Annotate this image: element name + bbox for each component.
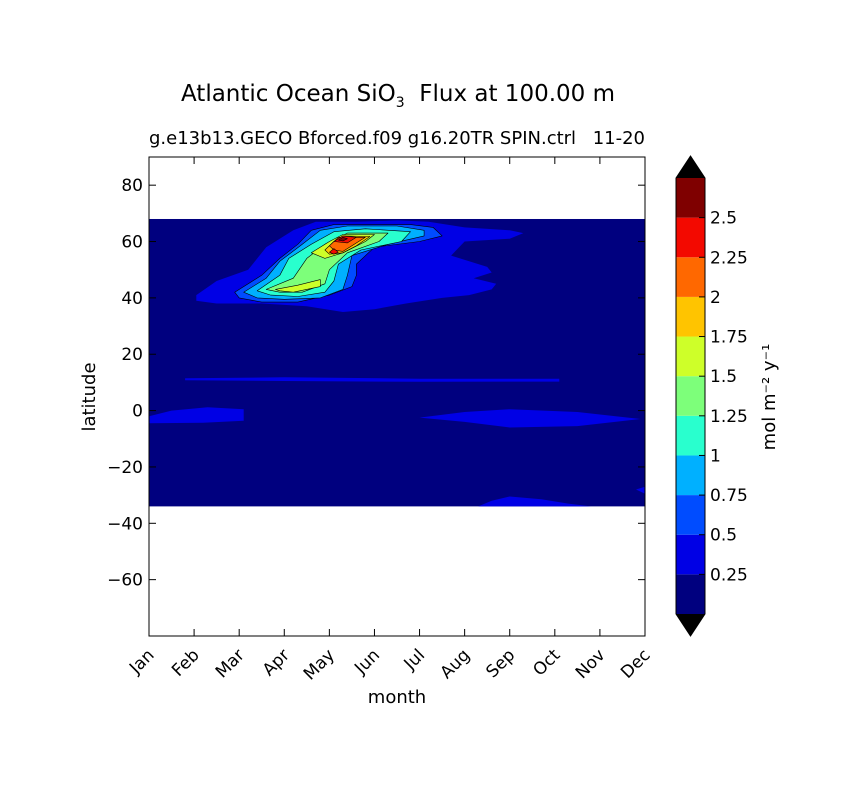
colorbar-frame bbox=[675, 155, 706, 637]
colorbar-tick-label: 1 bbox=[710, 446, 721, 466]
y-tick-label: −40 bbox=[107, 514, 143, 534]
colorbar-tick-label: 2.25 bbox=[710, 248, 748, 268]
colorbar-segment bbox=[676, 415, 705, 456]
x-tick-label: Jan bbox=[125, 645, 158, 678]
colorbar-segment bbox=[676, 495, 705, 535]
x-tick-label: Jun bbox=[350, 645, 384, 679]
x-tick-label: Aug bbox=[437, 645, 475, 683]
colorbar-segment bbox=[676, 257, 705, 297]
colorbar-tick-label: 1.25 bbox=[710, 407, 748, 427]
x-axis-label: month bbox=[368, 687, 426, 708]
y-tick-label: 60 bbox=[121, 233, 143, 253]
colorbar-tick-label: 0.5 bbox=[710, 526, 737, 546]
contour-equatorial-west bbox=[149, 407, 244, 424]
x-tick-label: Oct bbox=[529, 645, 564, 680]
x-tick-label: Nov bbox=[572, 645, 610, 683]
y-tick-label: 40 bbox=[121, 289, 143, 309]
contour-southeast-edge bbox=[636, 486, 645, 494]
chart-subtitle-right: 11-20 bbox=[593, 128, 645, 149]
x-tick-label: Mar bbox=[212, 645, 249, 682]
colorbar-tick-label: 2.5 bbox=[710, 209, 737, 229]
contour-bloom-2.5 bbox=[338, 237, 348, 242]
colorbar-segment bbox=[676, 296, 705, 337]
y-tick-label: −20 bbox=[107, 458, 143, 478]
x-tick-label: Jul bbox=[400, 645, 429, 674]
contour-equatorial-east bbox=[419, 409, 641, 428]
x-tick-label: Dec bbox=[617, 645, 654, 682]
chart-subtitle-left: g.e13b13.GECO Bforced.f09 g16.20TR SPIN.… bbox=[149, 128, 576, 149]
colorbar-segment bbox=[676, 455, 705, 496]
plot-frame bbox=[148, 156, 646, 637]
colorbar-tick-label: 1.75 bbox=[710, 328, 748, 348]
contour-southern-bump bbox=[478, 496, 591, 507]
x-tick-label: May bbox=[300, 645, 339, 684]
plot-area bbox=[149, 218, 645, 507]
y-axis: 80 60 40 20 0 −20 −40 −60 bbox=[107, 176, 645, 591]
y-tick-label: 0 bbox=[132, 402, 143, 422]
colorbar-segment bbox=[676, 534, 705, 575]
colorbar: 0.25 0.5 0.75 1 1.25 1.5 1.75 2 2.25 2.5 bbox=[675, 155, 748, 637]
contour-bloom-2.5-spot bbox=[329, 248, 339, 255]
colorbar-tick-label: 2 bbox=[710, 288, 721, 308]
y-axis-label: latitude bbox=[79, 362, 100, 431]
y-tick-label: 20 bbox=[121, 345, 143, 365]
colorbar-segment bbox=[676, 574, 705, 614]
colorbar-extend-max bbox=[676, 156, 705, 178]
contour-tropical-band-12N bbox=[185, 377, 560, 382]
colorbar-tick-label: 0.25 bbox=[710, 565, 748, 585]
contour-bloom-1.25-a bbox=[265, 232, 389, 293]
y-tick-label: −60 bbox=[107, 571, 143, 591]
x-tick-label: Sep bbox=[482, 645, 519, 682]
contour-regions bbox=[149, 220, 645, 507]
colorbar-segment bbox=[676, 178, 705, 218]
colorbar-segment bbox=[676, 217, 705, 258]
colorbar-tick-label: 0.75 bbox=[710, 486, 748, 506]
contour-bloom-1.5-a bbox=[274, 279, 321, 293]
colorbar-segment bbox=[676, 336, 705, 377]
chart-title: Atlantic Ocean SiO3 Flux at 100.00 m bbox=[181, 81, 615, 111]
colorbar-tick-label: 1.5 bbox=[710, 367, 737, 387]
colorbar-extend-min bbox=[676, 614, 705, 636]
colorbar-segment bbox=[676, 376, 705, 416]
x-tick-label: Feb bbox=[168, 645, 203, 680]
y-tick-label: 80 bbox=[121, 176, 143, 196]
colorbar-label: mol m⁻² y⁻¹ bbox=[759, 344, 780, 451]
x-tick-label: Apr bbox=[259, 645, 294, 680]
